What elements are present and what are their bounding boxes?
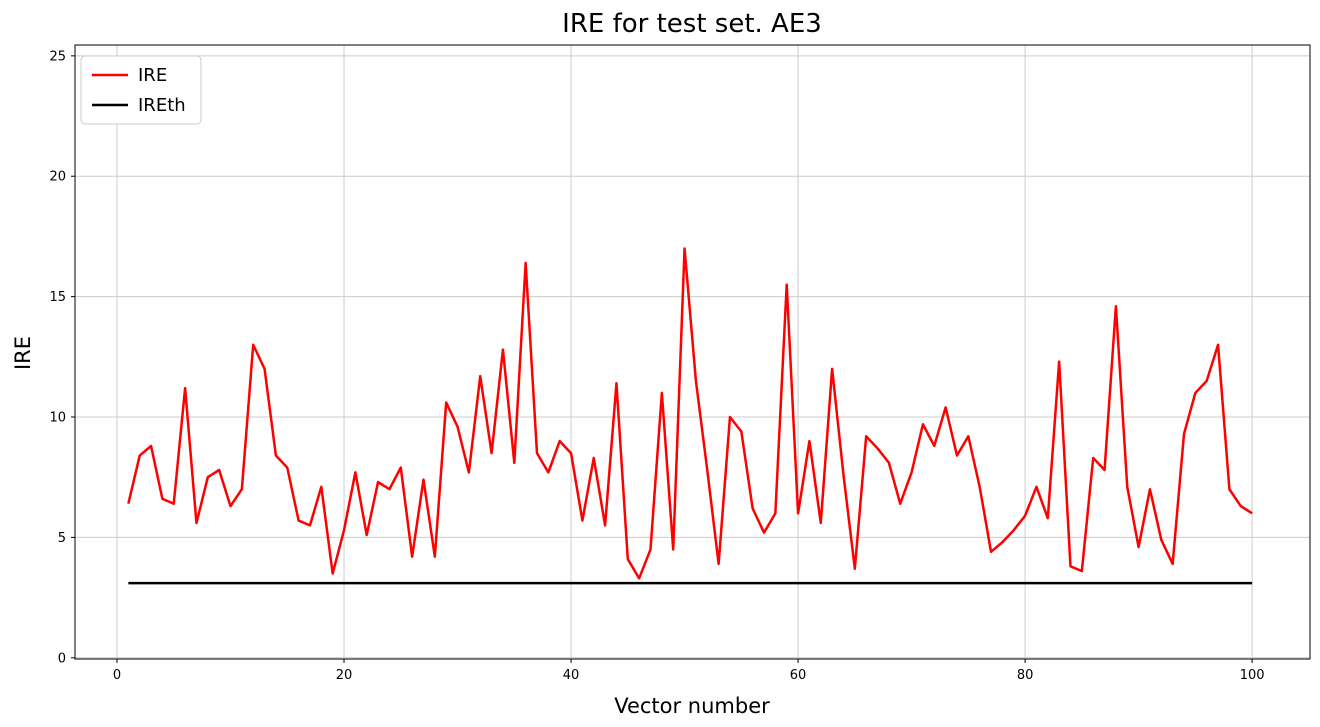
y-tick-label: 0 (58, 651, 66, 666)
y-tick-label: 5 (58, 531, 66, 546)
legend: IRE IREth (80, 55, 202, 125)
grid-lines (75, 45, 1310, 659)
y-tick-label: 25 (49, 49, 66, 64)
y-tick-label: 15 (49, 290, 66, 305)
y-axis-label: IRE (11, 336, 35, 370)
y-tick-label: 20 (49, 170, 66, 185)
x-tick-label: 40 (563, 668, 580, 683)
x-tick-label: 80 (1017, 668, 1034, 683)
chart-title: IRE for test set. AE3 (562, 9, 822, 39)
y-tick-label: 10 (49, 411, 66, 426)
x-tick-label: 0 (113, 668, 121, 683)
plot-border (74, 44, 1311, 660)
x-axis-label: Vector number (614, 694, 770, 718)
x-tick-label: 20 (336, 668, 353, 683)
legend-item-label: IRE (138, 65, 167, 86)
x-tick-label: 100 (1240, 668, 1265, 683)
x-tick-label: 60 (790, 668, 807, 683)
ire-line (127, 247, 1253, 580)
legend-box (80, 55, 202, 125)
legend-item-label: IREth (138, 95, 186, 116)
axis-ticks: 0 20 40 60 80 100 0 5 10 15 20 25 (49, 49, 1264, 683)
data-series (127, 247, 1253, 585)
